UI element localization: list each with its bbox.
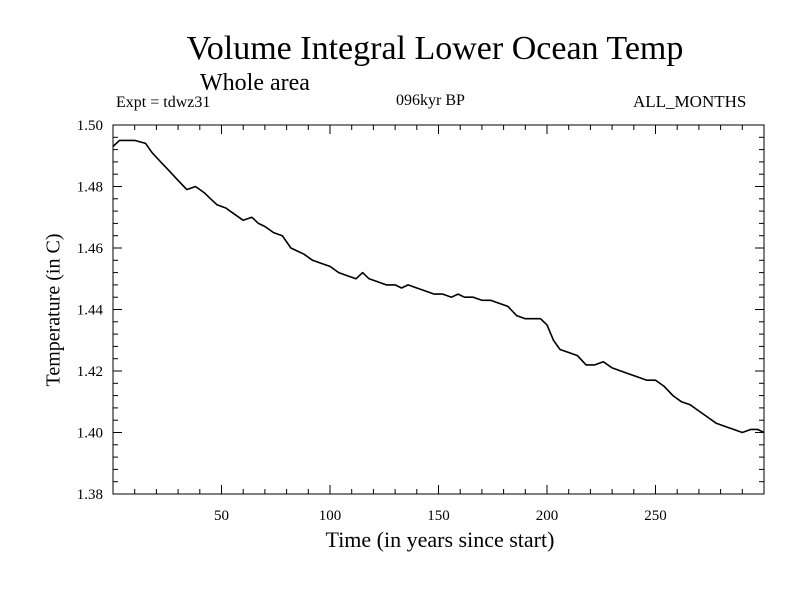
x-axis-label: Time (in years since start) <box>325 527 555 552</box>
x-tick-label: 250 <box>644 508 667 524</box>
y-tick-label: 1.46 <box>77 241 104 257</box>
months-label: ALL_MONTHS <box>633 92 747 111</box>
x-tick-label: 100 <box>319 508 342 524</box>
tick-labels: 50 100 150 200 250 1.38 1.40 1.42 1.44 1.46 1.48 1.… <box>77 118 667 524</box>
x-tick-label: 50 <box>214 508 229 524</box>
y-tick-label: 1.50 <box>77 118 103 134</box>
experiment-label: Expt = tdwz31 <box>116 94 211 111</box>
y-tick-label: 1.44 <box>77 303 104 319</box>
chart-title: Volume Integral Lower Ocean Temp <box>186 30 684 67</box>
x-tick-label: 150 <box>427 508 450 524</box>
temperature-series-line <box>112 139 765 434</box>
y-tick-label: 1.42 <box>77 364 103 380</box>
axis-ticks <box>113 125 764 494</box>
y-tick-label: 1.40 <box>77 426 103 442</box>
y-tick-label: 1.38 <box>77 487 103 503</box>
plot-frame <box>112 124 765 495</box>
y-tick-label: 1.48 <box>77 180 103 196</box>
x-tick-label: 200 <box>536 508 559 524</box>
chart-subtitle: Whole area <box>200 70 310 96</box>
period-label: 096kyr BP <box>396 92 465 109</box>
